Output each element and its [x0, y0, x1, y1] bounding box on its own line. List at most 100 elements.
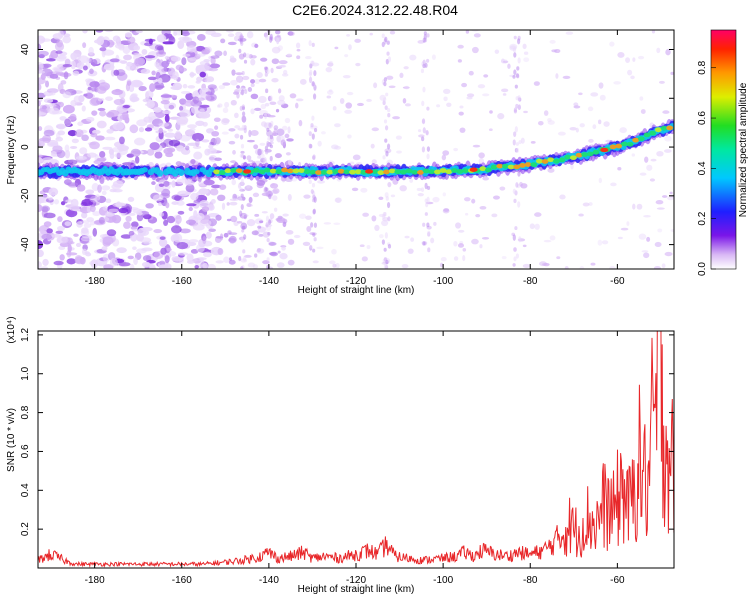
heatmap-cell	[49, 73, 59, 79]
heatmap-cell	[453, 147, 459, 152]
heatmap-cell	[163, 180, 170, 187]
heatmap-cell	[211, 131, 220, 137]
heatmap-cell	[176, 242, 189, 250]
heatmap-cell	[649, 178, 656, 182]
heatmap-cell	[342, 74, 351, 79]
heatmap-cell	[49, 142, 59, 147]
heatmap-cell	[513, 198, 517, 204]
heatmap-cell	[302, 241, 311, 246]
heatmap-cell	[137, 211, 143, 216]
heatmap-cell	[119, 136, 125, 145]
heatmap-cell	[194, 265, 200, 269]
heatmap-cell	[458, 111, 464, 116]
colorbar-label: Normalized spectral amplitude	[738, 82, 749, 217]
spectrogram-x-tick-label: -120	[346, 276, 366, 287]
heatmap-cell	[46, 228, 53, 234]
heatmap-cell	[223, 232, 229, 238]
heatmap-cell	[114, 43, 125, 49]
heatmap-cell	[106, 229, 117, 237]
heatmap-cell	[175, 215, 182, 224]
heatmap-cell	[66, 249, 72, 258]
heatmap-cell	[339, 97, 345, 105]
spectrogram-y-tick-label: 0	[20, 144, 31, 150]
heatmap-cell	[308, 143, 312, 149]
heatmap-cell	[268, 122, 272, 128]
heatmap-cell	[167, 128, 174, 132]
heatmap-cell	[266, 238, 270, 243]
snr-y-axis-label: SNR (10 * v/v)	[6, 408, 17, 472]
heatmap-cell	[124, 32, 132, 38]
heatmap-cell	[287, 259, 295, 266]
heatmap-cell	[224, 101, 230, 108]
heatmap-cell	[384, 105, 388, 111]
heatmap-cell	[164, 255, 170, 264]
heatmap-cell	[236, 85, 240, 89]
heatmap-cell	[229, 201, 238, 206]
heatmap-cell	[355, 62, 361, 67]
heatmap-cell	[112, 122, 125, 131]
heatmap-cell	[666, 125, 674, 131]
heatmap-cell	[310, 123, 314, 128]
snr-x-tick-label: -60	[610, 575, 625, 586]
heatmap-cell	[609, 144, 617, 150]
heatmap-cell	[228, 140, 236, 145]
heatmap-cell	[424, 212, 428, 216]
heatmap-cell	[345, 102, 353, 109]
heatmap-cell	[145, 261, 150, 268]
heatmap-cell	[313, 196, 317, 203]
heatmap-cell	[609, 41, 615, 47]
heatmap-cell	[371, 127, 380, 132]
heatmap-cell	[298, 168, 305, 173]
heatmap-cell	[227, 33, 235, 38]
heatmap-cell	[325, 66, 333, 73]
heatmap-cell	[144, 127, 153, 132]
heatmap-cell	[254, 213, 260, 217]
heatmap-cell	[56, 225, 66, 232]
heatmap-cell	[185, 219, 197, 225]
heatmap-cell	[366, 244, 371, 250]
heatmap-cell	[287, 238, 295, 245]
heatmap-cell	[383, 81, 387, 87]
heatmap-cell	[436, 104, 441, 108]
heatmap-cell	[613, 81, 621, 85]
heatmap-cell	[226, 202, 230, 206]
heatmap-cell	[240, 143, 245, 149]
heatmap-cell	[422, 127, 426, 134]
heatmap-cell	[244, 89, 248, 94]
heatmap-cell	[271, 46, 281, 54]
heatmap-cell	[586, 151, 594, 157]
heatmap-cell	[247, 139, 255, 143]
heatmap-cell	[386, 201, 391, 209]
heatmap-cell	[243, 255, 247, 262]
heatmap-cell	[114, 152, 123, 158]
heatmap-cell	[205, 128, 214, 134]
heatmap-cell	[246, 31, 254, 39]
heatmap-cell	[57, 236, 69, 244]
heatmap-cell	[420, 68, 425, 74]
heatmap-cell	[39, 194, 49, 200]
heatmap-cell	[473, 33, 481, 38]
heatmap-cell	[176, 200, 185, 206]
heatmap-cell	[522, 244, 527, 248]
spectrogram-axes: -180 -160 -140 -120 -100 -80 -60 -40 -20 0 20 40	[20, 30, 674, 287]
heatmap-cell	[241, 228, 245, 233]
heatmap-cell	[108, 208, 119, 213]
heatmap-cell	[276, 34, 281, 38]
heatmap-cell	[80, 236, 93, 242]
heatmap-cell	[140, 68, 151, 74]
heatmap-cell	[155, 50, 167, 58]
heatmap-cell	[73, 95, 82, 104]
heatmap-cell	[208, 228, 216, 232]
heatmap-cell	[243, 169, 252, 174]
heatmap-cell	[38, 204, 43, 212]
heatmap-cell	[439, 168, 447, 173]
heatmap-cell	[264, 102, 270, 107]
heatmap-cell	[387, 113, 391, 118]
heatmap-cell	[637, 136, 645, 142]
heatmap-cell	[38, 50, 49, 57]
heatmap-cell	[144, 103, 155, 107]
heatmap-cell	[38, 43, 42, 51]
heatmap-cell	[207, 84, 217, 90]
heatmap-cell	[268, 193, 272, 200]
heatmap-cell	[275, 30, 281, 35]
